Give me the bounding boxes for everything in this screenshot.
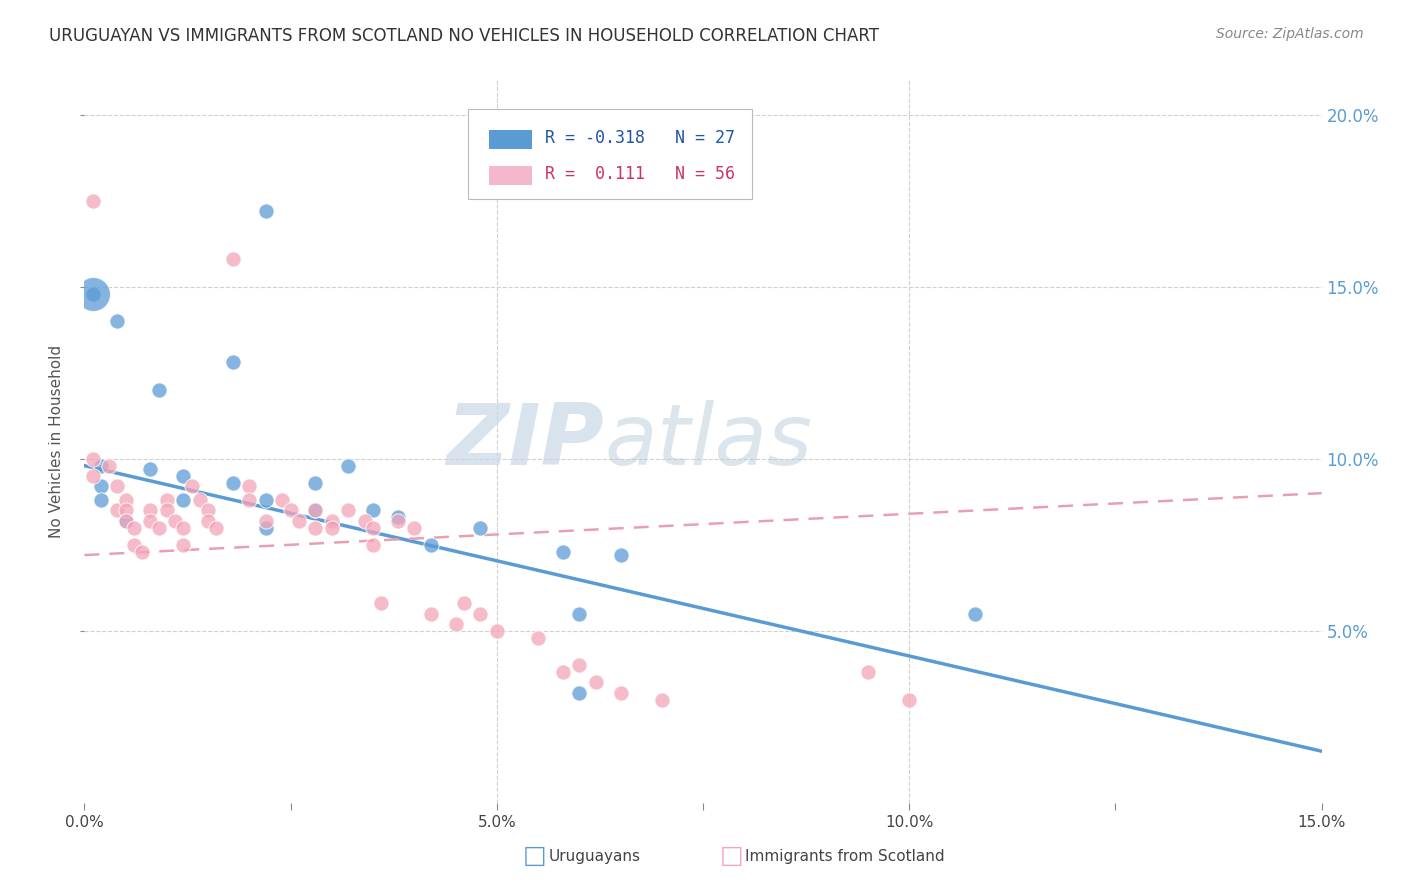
Point [304, 475, 326, 490]
Point [172, 469, 194, 483]
Point [105, 479, 128, 493]
Point [288, 514, 311, 528]
Text: atlas: atlas [605, 400, 813, 483]
Point [568, 686, 591, 700]
Point [444, 616, 467, 631]
Point [965, 607, 987, 621]
Text: Immigrants from Scotland: Immigrants from Scotland [745, 849, 945, 863]
Point [321, 514, 343, 528]
Bar [489, 130, 533, 149]
Point [82, 194, 104, 208]
FancyBboxPatch shape [468, 109, 752, 200]
Point [139, 462, 162, 476]
Point [114, 514, 136, 528]
Point [254, 520, 277, 534]
Point [271, 493, 294, 508]
Point [527, 631, 550, 645]
Point [404, 520, 426, 534]
Point [172, 520, 194, 534]
Text: Uruguayans: Uruguayans [548, 849, 640, 863]
Point [156, 493, 179, 508]
Point [139, 503, 162, 517]
Point [337, 458, 360, 473]
Point [180, 479, 202, 493]
Point [651, 692, 673, 706]
Point [148, 383, 170, 397]
Point [114, 514, 136, 528]
Point [82, 451, 104, 466]
Point [609, 686, 631, 700]
Point [254, 514, 277, 528]
Point [105, 314, 128, 328]
Point [197, 514, 219, 528]
Text: R = -0.318   N = 27: R = -0.318 N = 27 [544, 129, 734, 147]
Point [856, 665, 879, 679]
Point [353, 514, 375, 528]
Point [304, 520, 326, 534]
Point [165, 514, 187, 528]
Point [82, 286, 104, 301]
Point [609, 548, 631, 562]
Point [148, 520, 170, 534]
Point [898, 692, 921, 706]
Point [361, 503, 384, 517]
Point [131, 544, 153, 558]
Point [82, 286, 104, 301]
Point [254, 204, 277, 219]
Point [304, 503, 326, 517]
Point [122, 538, 145, 552]
Point [361, 520, 384, 534]
Point [122, 520, 145, 534]
Point [551, 665, 574, 679]
Point [139, 514, 162, 528]
Point [172, 538, 194, 552]
Point [304, 503, 326, 517]
Point [419, 538, 441, 552]
Point [105, 503, 128, 517]
Point [280, 503, 302, 517]
Point [156, 503, 179, 517]
Text: URUGUAYAN VS IMMIGRANTS FROM SCOTLAND NO VEHICLES IN HOUSEHOLD CORRELATION CHART: URUGUAYAN VS IMMIGRANTS FROM SCOTLAND NO… [49, 27, 879, 45]
Bar [489, 166, 533, 185]
Point [470, 607, 492, 621]
Point [90, 479, 112, 493]
Point [321, 520, 343, 534]
Point [98, 458, 121, 473]
Point [205, 520, 228, 534]
Point [222, 475, 245, 490]
Point [254, 493, 277, 508]
Text: □: □ [523, 845, 546, 868]
Point [90, 458, 112, 473]
Point [114, 493, 136, 508]
Y-axis label: No Vehicles in Household: No Vehicles in Household [49, 345, 65, 538]
Point [238, 479, 260, 493]
Text: Source: ZipAtlas.com: Source: ZipAtlas.com [1216, 27, 1364, 41]
Text: □: □ [720, 845, 742, 868]
Point [337, 503, 360, 517]
Point [222, 355, 245, 369]
Point [551, 544, 574, 558]
Point [585, 675, 607, 690]
Point [188, 493, 211, 508]
Point [238, 493, 260, 508]
Point [172, 493, 194, 508]
Point [453, 596, 475, 610]
Point [568, 658, 591, 673]
Point [419, 607, 441, 621]
Point [387, 510, 409, 524]
Point [370, 596, 392, 610]
Point [82, 469, 104, 483]
Point [222, 252, 245, 267]
Point [197, 503, 219, 517]
Point [485, 624, 508, 638]
Point [114, 503, 136, 517]
Point [568, 607, 591, 621]
Point [387, 514, 409, 528]
Text: R =  0.111   N = 56: R = 0.111 N = 56 [544, 165, 734, 183]
Text: ZIP: ZIP [446, 400, 605, 483]
Point [90, 493, 112, 508]
Point [470, 520, 492, 534]
Point [361, 538, 384, 552]
